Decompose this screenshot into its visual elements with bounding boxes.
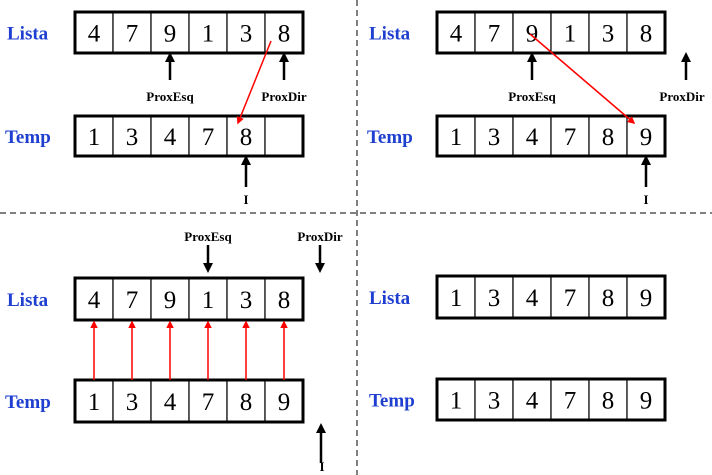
lista-array-border: [435, 10, 667, 55]
temp-array-cell: [550, 115, 590, 157]
temp-array-border: [73, 114, 305, 158]
lista-array-cell-value: 1: [202, 287, 215, 314]
lista-array-cell-value: 1: [564, 21, 577, 48]
temp-array-cell-value: 3: [126, 124, 139, 151]
temp-array-cell-value: 4: [526, 388, 539, 415]
lista-array-label: Lista: [369, 288, 411, 309]
lista-array-cell-value: 3: [240, 21, 253, 48]
temp-array-cell-value: 4: [164, 124, 177, 151]
temp-array-cell-value: 8: [602, 388, 615, 415]
temp-array-cell: [550, 378, 590, 421]
temp-array-cell: [626, 378, 666, 421]
temp-array-cell: [264, 379, 304, 423]
lista-array-cell-value: 7: [564, 285, 577, 312]
lista-array-border: [435, 274, 667, 320]
temp-array-cell: [74, 115, 114, 157]
lista-array-border: [73, 276, 305, 322]
lista-array-cell-value: 9: [640, 285, 653, 312]
lista-array-cell-value: 9: [164, 21, 177, 48]
lista-array-label: Lista: [7, 24, 49, 45]
lista-array-cell-value: 9: [164, 287, 177, 314]
temp-array-border: [73, 378, 305, 424]
temp-array-label: Temp: [5, 127, 51, 148]
lista-array-border: [73, 10, 305, 55]
temp-array-cell-value: 8: [240, 389, 253, 416]
lista-array-cell-value: 8: [278, 287, 291, 314]
prox-esq-label: ProxEsq: [146, 89, 194, 104]
lista-array-cell-value: 1: [202, 21, 215, 48]
lista-array-cell-value: 8: [640, 21, 653, 48]
lista-array-cell: [264, 277, 304, 321]
lista-array-cell-value: 4: [88, 287, 101, 314]
prox-dir-label: ProxDir: [297, 229, 342, 244]
temp-array-label: Temp: [5, 392, 51, 413]
prox-dir-label: ProxDir: [261, 89, 306, 104]
lista-array-cell: [112, 11, 152, 54]
temp-array-cell: [436, 378, 476, 421]
temp-array-cell-value: 9: [640, 124, 653, 151]
lista-array-cell-value: 7: [488, 21, 501, 48]
temp-array-cell: [512, 378, 552, 421]
lista-array-cell: [188, 277, 228, 321]
lista-array-cell-value: 4: [450, 21, 463, 48]
lista-array-cell: [74, 277, 114, 321]
temp-array-cell-value: 8: [602, 124, 615, 151]
i-label: I: [319, 459, 324, 474]
temp-array-cell-value: 4: [164, 389, 177, 416]
lista-array-cell-value: 4: [88, 21, 101, 48]
temp-array-cell-value: 3: [126, 389, 139, 416]
i-label: I: [643, 192, 648, 207]
temp-array-cell-value: 7: [564, 388, 577, 415]
temp-array-border: [435, 377, 667, 422]
prox-dir-label: ProxDir: [659, 89, 704, 104]
lista-array-cell: [436, 275, 476, 319]
lista-array-cell: [226, 277, 266, 321]
lista-array-cell-value: 7: [126, 21, 139, 48]
temp-array-cell-value: 1: [88, 124, 101, 151]
lista-array-cell-value: 3: [602, 21, 615, 48]
lista-array-cell: [626, 11, 666, 54]
copy-arrow-icon: [236, 40, 272, 125]
temp-array-cell-value: 7: [564, 124, 577, 151]
lista-array-label: Lista: [369, 24, 411, 45]
lista-array-label: Lista: [7, 290, 49, 311]
temp-array-cell-value: 8: [240, 124, 253, 151]
temp-array-label: Temp: [367, 127, 413, 148]
temp-array-cell: [436, 115, 476, 157]
prox-esq-label: ProxEsq: [508, 89, 556, 104]
temp-array-cell-value: 3: [488, 124, 501, 151]
prox-esq-label: ProxEsq: [184, 229, 232, 244]
temp-array-cell-value: 3: [488, 388, 501, 415]
temp-array-cell-value: 9: [640, 388, 653, 415]
temp-array-cell-value: 1: [88, 389, 101, 416]
copy-arrow-icon: [529, 33, 636, 124]
lista-array-cell-value: 3: [488, 285, 501, 312]
temp-array-cell-value: 9: [278, 389, 291, 416]
lista-array-cell-value: 3: [240, 287, 253, 314]
temp-array-cell-value: 1: [450, 388, 463, 415]
lista-array-cell-value: 4: [526, 285, 539, 312]
temp-array-label: Temp: [369, 391, 415, 412]
temp-array-cell: [588, 115, 628, 157]
lista-array-cell-value: 8: [278, 21, 291, 48]
temp-array-cell: [226, 379, 266, 423]
temp-array-border: [435, 114, 667, 158]
lista-array-cell-value: 8: [602, 285, 615, 312]
lista-array-cell-value: 7: [126, 287, 139, 314]
temp-array-cell: [264, 115, 304, 157]
lista-array-cell-value: 9: [526, 21, 539, 48]
lista-array-cell-value: 1: [450, 285, 463, 312]
i-label: I: [243, 192, 248, 207]
lista-array-cell: [626, 275, 666, 319]
temp-array-cell-value: 1: [450, 124, 463, 151]
lista-array-cell: [550, 275, 590, 319]
temp-array-cell-value: 7: [202, 124, 215, 151]
temp-array-cell-value: 4: [526, 124, 539, 151]
temp-array-cell-value: 7: [202, 389, 215, 416]
temp-array-cell: [150, 379, 190, 423]
